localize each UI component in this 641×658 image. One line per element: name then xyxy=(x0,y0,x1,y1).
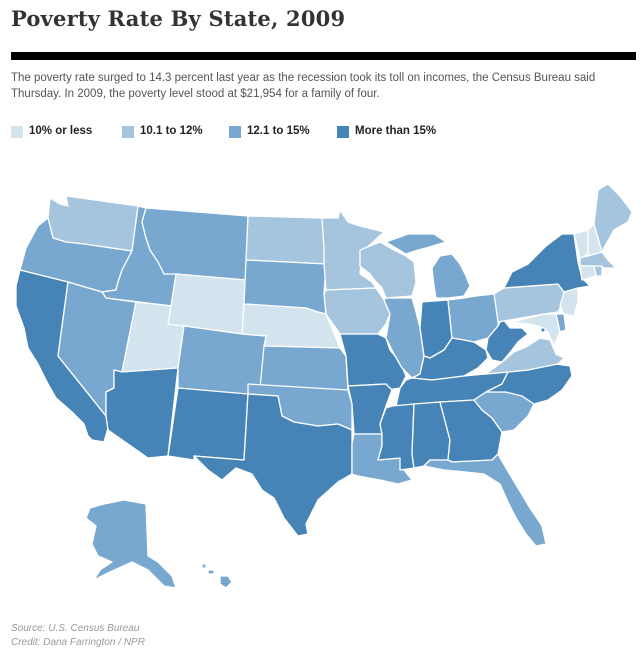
legend-label-mid: 12.1 to 15% xyxy=(247,125,310,137)
state-wyoming[interactable] xyxy=(167,273,247,335)
state-arizona[interactable] xyxy=(105,367,179,459)
source-credit: Source: U.S. Census Bureau Credit: Dana … xyxy=(11,622,145,650)
description: The poverty rate surged to 14.3 percent … xyxy=(11,72,596,100)
legend-swatch-low xyxy=(122,126,134,138)
legend-label-low: 10.1 to 12% xyxy=(140,125,203,137)
legend-swatch-lowest xyxy=(11,126,23,138)
state-kansas[interactable] xyxy=(259,345,349,391)
us-poverty-map xyxy=(15,183,633,589)
state-iowa[interactable] xyxy=(323,287,391,335)
legend-swatch-high xyxy=(337,126,349,138)
state-florida[interactable] xyxy=(423,453,547,547)
state-dc[interactable] xyxy=(540,327,546,333)
state-texas[interactable] xyxy=(193,393,353,537)
state-michigan[interactable] xyxy=(385,233,471,299)
state-virginia[interactable] xyxy=(485,337,565,375)
state-new-mexico[interactable] xyxy=(167,387,249,461)
title-rule xyxy=(11,52,636,60)
state-maine[interactable] xyxy=(593,183,633,253)
credit-text: Credit: Dana Farrington / NPR xyxy=(11,637,145,648)
legend-label-lowest: 10% or less xyxy=(29,125,93,137)
state-nebraska[interactable] xyxy=(241,303,341,349)
legend-label-high: More than 15% xyxy=(355,125,437,137)
legend-swatch-mid xyxy=(229,126,241,138)
state-maryland[interactable] xyxy=(511,313,561,347)
state-west-virginia[interactable] xyxy=(485,317,529,363)
state-wisconsin[interactable] xyxy=(359,241,417,299)
state-hawaii[interactable] xyxy=(201,563,233,589)
state-new-jersey[interactable] xyxy=(559,287,579,317)
state-alaska[interactable] xyxy=(85,499,177,589)
state-missouri[interactable] xyxy=(339,333,407,391)
state-kentucky[interactable] xyxy=(411,337,489,381)
state-connecticut[interactable] xyxy=(579,265,597,281)
state-north-dakota[interactable] xyxy=(245,215,327,265)
source-text: Source: U.S. Census Bureau xyxy=(11,623,140,634)
chart-title: Poverty Rate By State, 2009 xyxy=(11,6,346,31)
